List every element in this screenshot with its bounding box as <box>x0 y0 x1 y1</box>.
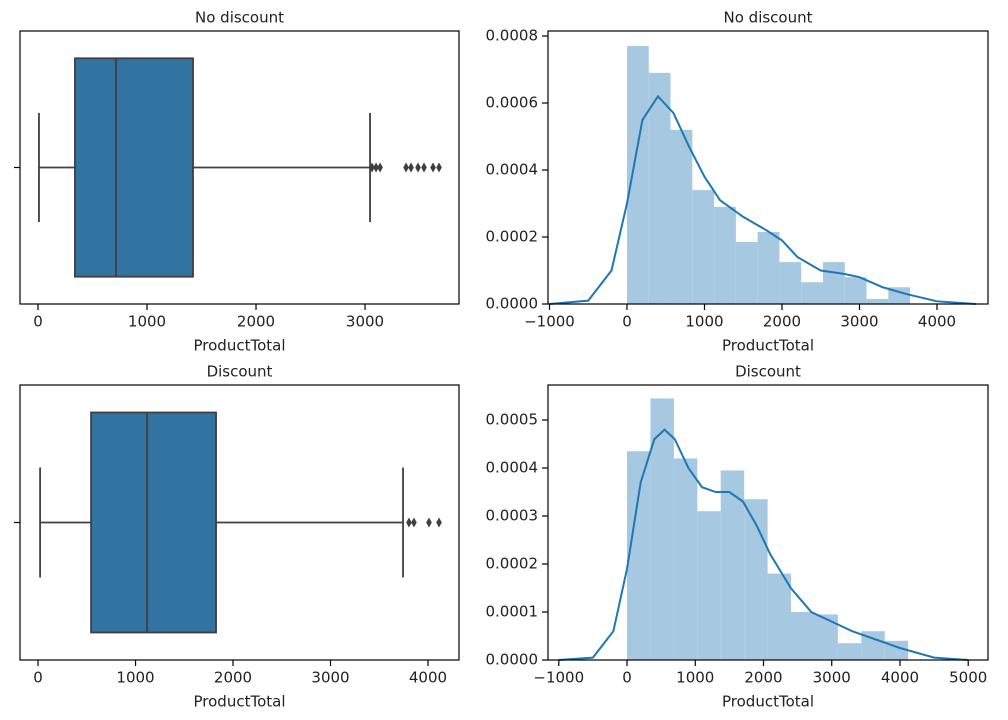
outlier <box>408 162 414 173</box>
y-tick-label: 0.0004 <box>486 161 539 179</box>
y-tick-label: 0.0008 <box>486 27 539 45</box>
outlier <box>430 162 436 173</box>
outlier <box>403 162 409 173</box>
outlier <box>436 162 442 173</box>
subplot-title: Discount <box>207 363 273 381</box>
outlier <box>415 162 421 173</box>
histogram-bar <box>822 262 845 304</box>
outlier <box>369 162 375 173</box>
x-tick-label: 2000 <box>237 313 275 331</box>
x-tick-label: 4000 <box>881 669 919 687</box>
x-axis-label: ProductTotal <box>194 693 286 711</box>
outlier <box>426 517 432 528</box>
x-tick-label: 4000 <box>918 313 956 331</box>
outlier <box>406 517 412 528</box>
histogram-bar <box>627 451 651 660</box>
x-axis-label: ProductTotal <box>194 337 286 355</box>
x-tick-label: 1000 <box>128 313 166 331</box>
histogram-bar <box>866 298 889 304</box>
histogram-bar <box>779 262 802 304</box>
x-tick-label: 3000 <box>840 313 878 331</box>
y-tick-label: 0.0000 <box>486 295 539 313</box>
y-tick-label: 0.0000 <box>486 651 539 669</box>
y-tick-label: 0.0005 <box>486 411 539 429</box>
x-tick-label: 2000 <box>214 669 252 687</box>
x-tick-label: 0 <box>622 669 632 687</box>
outlier <box>411 517 417 528</box>
x-tick-label: 2000 <box>763 313 801 331</box>
x-tick-label: 1000 <box>676 669 714 687</box>
x-tick-label: 0 <box>33 313 43 331</box>
kde-line <box>549 94 976 305</box>
x-tick-label: 4000 <box>409 669 447 687</box>
axes-frame <box>547 30 989 305</box>
histogram-bar <box>801 282 823 304</box>
x-tick-label: 3000 <box>813 669 851 687</box>
outlier <box>421 162 427 173</box>
outlier <box>373 162 379 173</box>
histogram-bar <box>648 72 671 305</box>
y-tick-label: 0.0002 <box>486 228 539 246</box>
subplot-title: Discount <box>735 363 801 381</box>
y-tick-label: 0.0001 <box>486 603 539 621</box>
histogram-bar <box>650 398 674 660</box>
histogram-bar <box>692 190 715 304</box>
x-tick-label: −1000 <box>524 313 575 331</box>
x-tick-label: 2000 <box>744 669 782 687</box>
histogram-bar <box>670 129 693 304</box>
histogram-bar <box>844 277 867 304</box>
x-tick-label: 3000 <box>311 669 349 687</box>
histogram-bar <box>814 614 838 660</box>
x-tick-label: 5000 <box>949 669 987 687</box>
subplot-title: No discount <box>195 9 284 27</box>
histogram-bar <box>837 643 862 660</box>
histogram-bar <box>673 458 698 660</box>
x-tick-label: −1000 <box>533 669 584 687</box>
x-axis-label: ProductTotal <box>722 693 814 711</box>
x-tick-label: 1000 <box>116 669 154 687</box>
histogram-bar <box>744 499 768 660</box>
outlier <box>436 517 442 528</box>
outlier <box>377 162 383 173</box>
histogram-bar <box>697 511 721 660</box>
kde-line <box>558 428 969 661</box>
axes-frame <box>547 384 989 661</box>
y-tick-label: 0.0003 <box>486 507 539 525</box>
histogram-bar <box>767 573 791 660</box>
x-axis-label: ProductTotal <box>722 337 814 355</box>
x-tick-label: 1000 <box>685 313 723 331</box>
histogram-bar <box>720 470 745 660</box>
x-tick-label: 0 <box>622 313 632 331</box>
histogram-bar <box>757 231 780 304</box>
axes-frame <box>19 30 460 305</box>
histogram-bar <box>790 612 815 660</box>
histogram-bar <box>861 631 885 660</box>
box <box>74 57 194 278</box>
subplot-title: No discount <box>724 9 813 27</box>
histogram-bar <box>735 242 758 304</box>
axes-frame <box>19 384 460 661</box>
y-tick-label: 0.0006 <box>486 94 539 112</box>
x-tick-label: 3000 <box>346 313 384 331</box>
histogram-bar <box>714 206 736 304</box>
y-tick-label: 0.0002 <box>486 555 539 573</box>
histogram-bar <box>626 46 649 305</box>
x-tick-label: 0 <box>33 669 43 687</box>
y-tick-label: 0.0004 <box>486 459 539 477</box>
box <box>90 411 217 634</box>
